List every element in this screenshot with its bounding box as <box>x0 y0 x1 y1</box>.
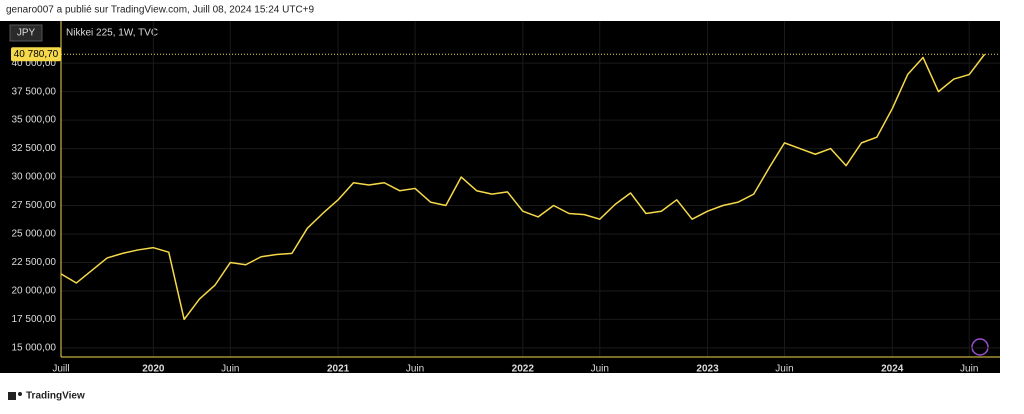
y-tick-label: 25 000,00 <box>12 229 57 240</box>
last-price-label: 40 780,70 <box>14 49 59 60</box>
legend: Nikkei 225, 1W, TVC <box>66 28 158 39</box>
y-tick-label: 17 500,00 <box>12 314 57 325</box>
x-tick-label: Juin <box>775 364 793 375</box>
x-tick-label: Juill <box>52 364 69 375</box>
currency-box <box>9 24 43 42</box>
logo <box>8 392 22 400</box>
y-tick-label: 27 500,00 <box>12 200 57 211</box>
footer: TradingView <box>26 391 85 402</box>
x-tick-label: Juin <box>960 364 978 375</box>
x-tick-label: 2023 <box>696 364 719 375</box>
price-line <box>60 53 986 321</box>
y-tick-label: 30 000,00 <box>12 172 57 183</box>
x-tick-label: Juin <box>406 364 424 375</box>
x-tick-label: 2024 <box>881 364 904 375</box>
x-tick-label: 2020 <box>142 364 165 375</box>
x-tick-label: 2021 <box>327 364 350 375</box>
chart-bg <box>0 21 1000 373</box>
y-tick-label: 32 500,00 <box>12 143 57 154</box>
last-price-box <box>11 47 61 62</box>
icon <box>971 338 989 356</box>
header: genaro007 a publié sur TradingView.com, … <box>6 5 315 16</box>
y-tick-label: 37 500,00 <box>12 86 57 97</box>
currency: JPY <box>17 28 36 39</box>
x-tick-label: 2022 <box>512 364 535 375</box>
y-tick-label: 22 500,00 <box>12 257 57 268</box>
y-tick-label: 15 000,00 <box>12 343 57 354</box>
y-tick-label: 35 000,00 <box>12 115 57 126</box>
y-tick-label: 40 000,00 <box>12 58 57 69</box>
x-tick-label: Juin <box>591 364 609 375</box>
y-tick-label: 20 000,00 <box>12 286 57 297</box>
x-tick-label: Juin <box>221 364 239 375</box>
